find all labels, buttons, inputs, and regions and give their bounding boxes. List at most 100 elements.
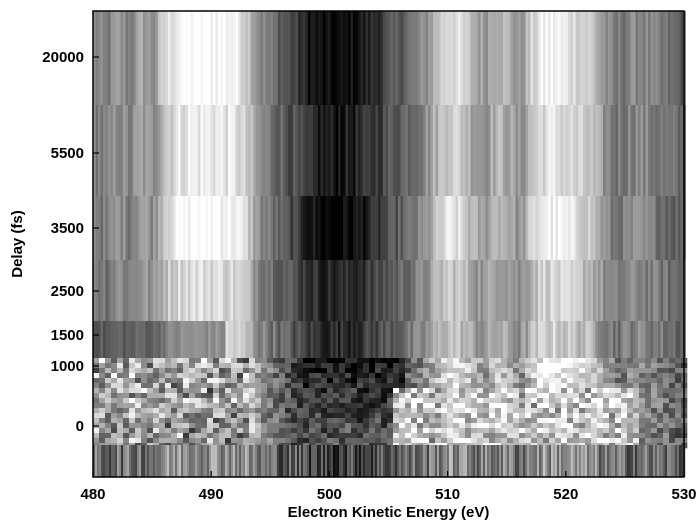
heatmap-cell bbox=[285, 378, 292, 384]
heatmap-cell bbox=[678, 11, 681, 105]
heatmap-cell bbox=[605, 11, 609, 105]
heatmap-cell bbox=[195, 368, 202, 374]
x-tick-label: 530 bbox=[671, 486, 696, 503]
heatmap-cell bbox=[261, 373, 268, 379]
heatmap-cell bbox=[553, 445, 556, 477]
heatmap-cell bbox=[453, 105, 456, 196]
heatmap-cell bbox=[525, 321, 529, 358]
heatmap-cell bbox=[645, 11, 649, 105]
heatmap-cell bbox=[651, 383, 658, 389]
heatmap-cell bbox=[309, 408, 316, 414]
heatmap-cell bbox=[420, 260, 424, 321]
heatmap-cell bbox=[567, 403, 574, 409]
heatmap-cell bbox=[385, 445, 388, 477]
heatmap-cell bbox=[207, 408, 214, 414]
heatmap-cell bbox=[285, 196, 289, 260]
heatmap-cell bbox=[211, 445, 214, 477]
heatmap-cell bbox=[483, 196, 486, 260]
heatmap-cell bbox=[669, 378, 676, 384]
heatmap-cell bbox=[567, 433, 574, 439]
heatmap-cell bbox=[555, 393, 562, 399]
heatmap-cell bbox=[381, 445, 384, 477]
heatmap-cell bbox=[111, 393, 118, 399]
heatmap-cell bbox=[100, 260, 104, 321]
heatmap-cell bbox=[663, 196, 666, 260]
heatmap-cell bbox=[501, 388, 508, 394]
heatmap-cell bbox=[295, 105, 299, 196]
heatmap-cell bbox=[295, 260, 299, 321]
heatmap-cell bbox=[465, 445, 468, 477]
heatmap-cell bbox=[130, 11, 134, 105]
heatmap-cell bbox=[489, 423, 496, 429]
heatmap-cell bbox=[549, 418, 556, 424]
heatmap-cell bbox=[519, 388, 526, 394]
heatmap-cell bbox=[489, 393, 496, 399]
heatmap-cell bbox=[93, 383, 100, 389]
heatmap-cell bbox=[563, 445, 566, 477]
heatmap-cell bbox=[597, 438, 604, 444]
heatmap-cell bbox=[638, 260, 641, 321]
heatmap-cell bbox=[588, 105, 591, 196]
heatmap-cell bbox=[478, 196, 481, 260]
heatmap-cell bbox=[173, 105, 176, 196]
heatmap-cell bbox=[321, 445, 324, 477]
heatmap-cell bbox=[477, 358, 484, 364]
heatmap-cell bbox=[563, 196, 566, 260]
heatmap-cell bbox=[591, 438, 598, 444]
heatmap-cell bbox=[313, 105, 316, 196]
heatmap-cell bbox=[621, 418, 628, 424]
heatmap-cell bbox=[249, 398, 256, 404]
heatmap-cell bbox=[395, 260, 399, 321]
heatmap-cell bbox=[405, 438, 412, 444]
heatmap-cell bbox=[578, 260, 581, 321]
heatmap-cell bbox=[108, 321, 111, 358]
heatmap-cell bbox=[429, 428, 436, 434]
heatmap-cell bbox=[423, 373, 430, 379]
heatmap-cell bbox=[225, 423, 232, 429]
heatmap-cell bbox=[639, 388, 646, 394]
heatmap-cell bbox=[399, 393, 406, 399]
heatmap-cell bbox=[183, 445, 186, 477]
heatmap-cell bbox=[633, 383, 640, 389]
heatmap-cell bbox=[395, 11, 399, 105]
heatmap-cell bbox=[233, 321, 236, 358]
heatmap-cell bbox=[620, 105, 624, 196]
heatmap-cell bbox=[280, 196, 284, 260]
heatmap-cell bbox=[590, 196, 594, 260]
heatmap-cell bbox=[477, 418, 484, 424]
heatmap-cell bbox=[267, 368, 274, 374]
heatmap-cell bbox=[320, 11, 324, 105]
heatmap-cell bbox=[163, 321, 166, 358]
heatmap-cell bbox=[435, 393, 442, 399]
heatmap-cell bbox=[268, 260, 271, 321]
heatmap-cell bbox=[368, 321, 371, 358]
heatmap-cell bbox=[261, 423, 268, 429]
heatmap-cell bbox=[437, 445, 440, 477]
heatmap-cell bbox=[510, 105, 514, 196]
heatmap-cell bbox=[441, 413, 448, 419]
heatmap-cell bbox=[507, 388, 514, 394]
heatmap-cell bbox=[453, 393, 460, 399]
heatmap-cell bbox=[513, 196, 516, 260]
heatmap-cell bbox=[610, 11, 614, 105]
heatmap-cell bbox=[300, 11, 304, 105]
heatmap-cell bbox=[429, 408, 436, 414]
heatmap-cell bbox=[225, 433, 232, 439]
heatmap-cell bbox=[357, 378, 364, 384]
heatmap-cell bbox=[518, 105, 521, 196]
heatmap-cell bbox=[245, 445, 248, 477]
heatmap-cell bbox=[650, 196, 654, 260]
heatmap-cell bbox=[515, 196, 519, 260]
heatmap-cell bbox=[201, 393, 208, 399]
heatmap-cell bbox=[613, 321, 616, 358]
heatmap-cell bbox=[103, 196, 106, 260]
heatmap-cell bbox=[141, 378, 148, 384]
heatmap-cell bbox=[441, 423, 448, 429]
heatmap-cell bbox=[428, 321, 431, 358]
heatmap-cell bbox=[345, 383, 352, 389]
heatmap-cell bbox=[433, 321, 436, 358]
heatmap-cell bbox=[113, 11, 116, 105]
heatmap-cell bbox=[343, 445, 346, 477]
heatmap-cell bbox=[305, 260, 309, 321]
heatmap-cell bbox=[273, 388, 280, 394]
